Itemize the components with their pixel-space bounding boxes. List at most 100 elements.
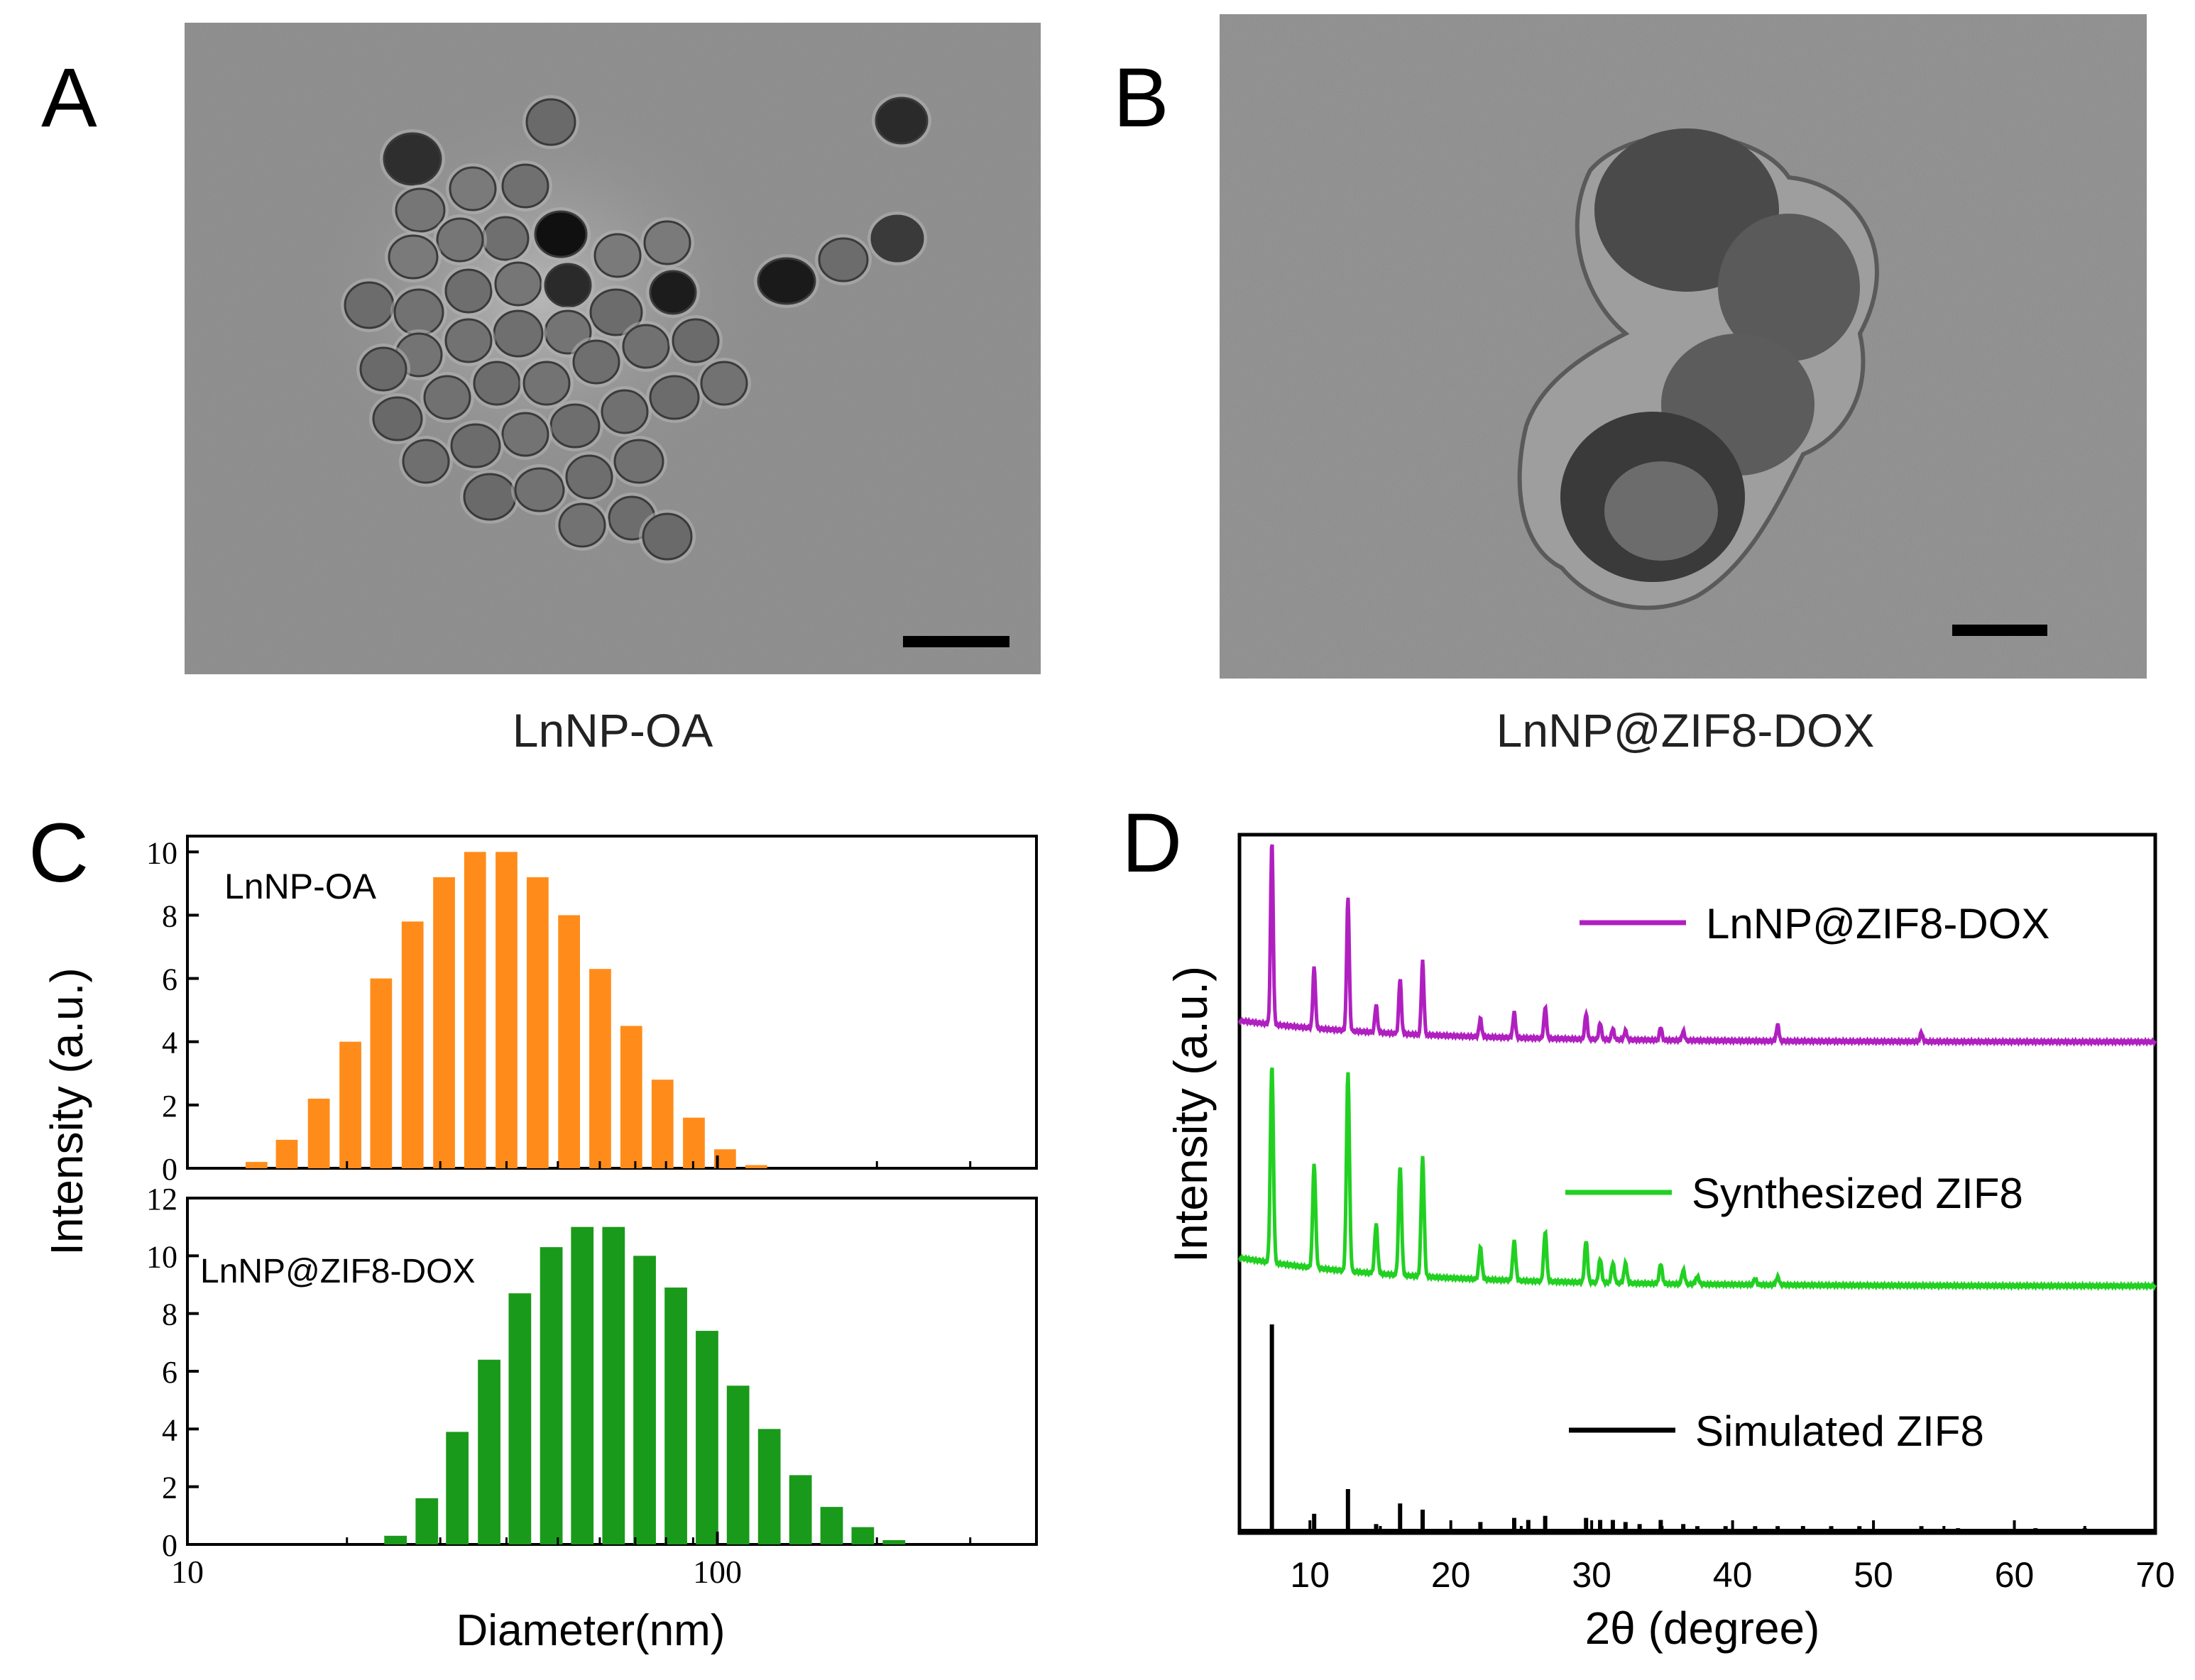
nanoparticle [700,361,748,406]
d-series-line-0 [1237,844,2157,1048]
nanoparticle-cluster [341,94,931,564]
c-top-ytick-label: 10 [146,835,177,870]
nanoparticle [395,187,446,233]
scale-bar-b [1952,625,2047,636]
c-xlabel: Diameter(nm) [456,1606,726,1655]
d-legend-label: Synthesized ZIF8 [1692,1170,2023,1217]
d-series-line-1 [1237,1067,2157,1292]
c-top-ytick-label: 4 [162,1026,177,1060]
c-top-bar [401,921,424,1168]
c-top-bar [745,1165,767,1168]
c-xtick-label: 10 [171,1554,204,1590]
core-shell-particles [1517,128,1879,610]
c-bottom-bar [882,1539,906,1544]
c-top-bar [526,877,549,1168]
d-xtick-label: 20 [1431,1555,1471,1595]
c-bottom-bar [726,1385,750,1544]
c-top-bar [275,1139,298,1168]
nanoparticle [649,375,700,420]
c-bottom-ytick-label: 0 [162,1528,177,1563]
xrd-chart: LnNP@ZIF8-DOX Synthesized ZIF8 Simulated Z… [1237,833,2175,1595]
nanoparticle [818,237,869,282]
nanoparticle [494,261,542,307]
nanoparticle [344,281,395,329]
nanoparticle [444,318,493,363]
d-xtick-label: 30 [1572,1555,1611,1595]
nanoparticle [613,439,664,484]
c-bottom-bar [757,1429,781,1544]
d-xtick-label: 50 [1854,1555,1893,1595]
nanoparticle [501,412,549,457]
nanoparticle [449,166,497,212]
panel-a-caption: LnNP-OA [513,704,713,757]
c-bottom-bar [415,1498,439,1544]
nanoparticle [522,361,571,406]
c-bottom-bar [789,1475,812,1544]
nanoparticle [757,257,816,305]
nanoparticle [572,339,620,385]
c-bottom-ytick-label: 4 [162,1412,177,1447]
c-bottom-bar [446,1432,469,1544]
nanoparticle [402,439,450,484]
nanoparticle [593,233,642,278]
nanoparticle [383,132,442,186]
panel-b-letter: B [1113,51,1169,145]
c-top-bar [558,915,580,1168]
c-ylabel: Intensity (a.u.) [41,967,92,1256]
c-top-bar [307,1098,330,1168]
d-legend-label: Simulated ZIF8 [1695,1407,1984,1455]
panel-d-letter: D [1122,796,1182,890]
nanoparticle [481,216,530,261]
c-bottom-bar [664,1288,687,1544]
c-bottom-bar [820,1507,843,1544]
d-frame [1237,833,2157,1535]
nanoparticle [372,396,423,441]
d-ylabel-main: Intensity [1164,1088,1217,1263]
c-bottom-bar [540,1247,563,1544]
nanoparticle [359,346,407,392]
panel-c-letter: C [28,806,89,900]
c-bottom-ytick-label: 12 [146,1182,177,1217]
c-bottom-bar [633,1256,656,1544]
d-ylabel: Intensity (a.u.) [1164,966,1217,1263]
nanoparticle [643,220,691,265]
panel-a-letter: A [41,51,97,145]
tem-image-a [185,23,1041,674]
c-bottom-bar [384,1535,407,1544]
c-xtick-label: 100 [693,1554,742,1590]
c-bottom-bar [571,1226,594,1544]
nanoparticle [501,163,549,209]
d-xtick-label: 60 [1995,1555,2035,1595]
c-bottom-bar [851,1527,875,1544]
nanoparticle [514,467,565,512]
c-top-bar [651,1080,674,1168]
d-ylabel-unit: (a.u.) [1164,966,1217,1088]
nanoparticle [642,512,693,561]
d-xtick-label: 10 [1290,1555,1330,1595]
d-xtick-label: 40 [1713,1555,1753,1595]
nanoparticle [444,268,493,314]
c-bottom-bar [696,1331,718,1544]
c-top-bar [370,978,393,1168]
c-bottom-ytick-label: 8 [162,1297,177,1332]
d-xtick-label: 70 [2135,1555,2175,1595]
c-bottom-annotation: LnNP@ZIF8-DOX [200,1253,475,1290]
nanoparticle [558,503,606,548]
c-top-bar [589,969,611,1168]
nanoparticle [549,403,601,449]
nanoparticle [544,263,592,308]
c-top-ytick-label: 2 [162,1089,177,1124]
nanoparticle [672,318,720,363]
c-top-bar [464,852,486,1168]
nanoparticle [870,214,924,263]
nanoparticle [436,217,484,263]
c-top-bar [620,1026,642,1168]
c-top-annotation: LnNP-OA [224,867,377,906]
nanoparticle [534,210,588,258]
c-top-ytick-label: 0 [162,1152,177,1187]
nanoparticle [450,423,501,468]
nanoparticle [473,361,521,406]
c-bottom-ytick-label: 2 [162,1471,177,1505]
nanoparticle [565,454,613,500]
